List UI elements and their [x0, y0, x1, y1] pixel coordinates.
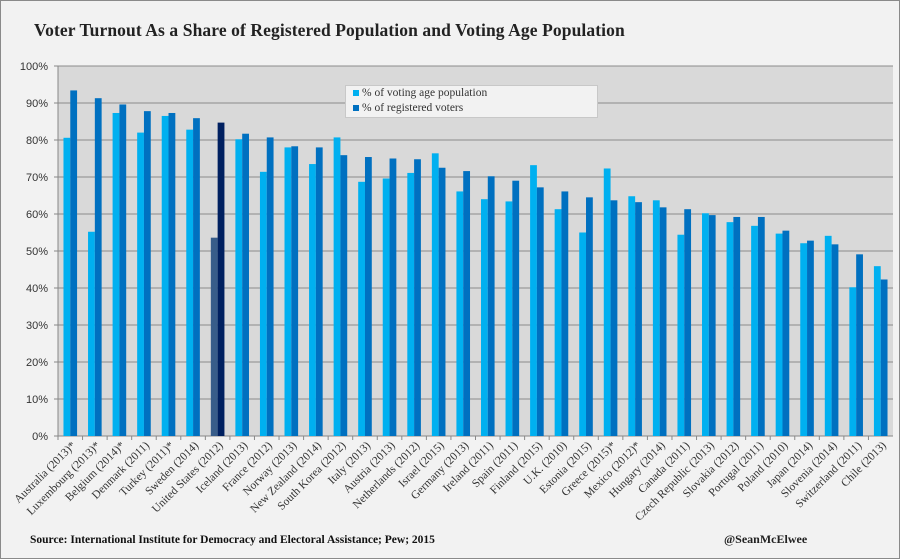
bar-voting-age	[579, 232, 587, 436]
y-tick-label: 30%	[26, 320, 48, 332]
bar-voting-age	[702, 213, 709, 436]
y-tick-label: 100%	[20, 61, 48, 73]
bar-registered	[414, 159, 421, 437]
bar-registered	[143, 111, 151, 436]
bar-registered	[610, 200, 618, 436]
bar-voting-age	[382, 178, 390, 437]
bar-voting-age	[333, 137, 341, 436]
y-tick-label: 10%	[26, 394, 48, 406]
bar-voting-age	[112, 112, 120, 437]
legend-item-registered: % of registered voters	[353, 102, 463, 114]
bar-voting-age	[137, 132, 144, 436]
bar-voting-age	[456, 191, 464, 436]
bar-voting-age	[284, 147, 292, 436]
y-tick-label: 60%	[26, 209, 48, 221]
y-tick-label: 40%	[26, 283, 48, 295]
bar-registered	[880, 279, 888, 436]
y-tick-label: 80%	[26, 135, 48, 147]
bar-registered	[512, 180, 520, 436]
bar-registered	[807, 240, 814, 436]
bar-voting-age	[210, 237, 218, 436]
bar-registered	[463, 171, 471, 436]
legend: % of voting age population % of register…	[345, 85, 598, 118]
y-tick-label: 50%	[26, 246, 48, 258]
bar-registered	[659, 207, 667, 436]
legend-label: % of voting age population	[362, 87, 488, 99]
bar-registered	[364, 157, 372, 436]
bar-voting-age	[63, 137, 71, 436]
bar-registered	[782, 230, 790, 436]
bar-registered	[536, 187, 544, 436]
bar-registered	[757, 216, 765, 436]
bar-registered	[389, 158, 397, 436]
bar-voting-age	[186, 129, 194, 436]
bar-voting-age	[480, 199, 488, 436]
bar-registered	[168, 112, 176, 437]
bar-voting-age	[677, 234, 685, 436]
bar-registered	[242, 133, 249, 436]
bar-registered	[94, 98, 102, 436]
bar-registered	[684, 209, 692, 436]
bar-voting-age	[259, 171, 267, 436]
legend-swatch-light	[353, 90, 359, 96]
bar-voting-age	[358, 181, 365, 436]
legend-label: % of registered voters	[362, 102, 464, 114]
bar-registered	[856, 254, 863, 436]
bar-registered	[193, 118, 200, 437]
bar-registered	[586, 197, 593, 436]
bar-registered	[315, 147, 323, 436]
legend-swatch-dark	[353, 105, 359, 111]
bar-registered	[635, 202, 642, 436]
bar-voting-age	[309, 164, 316, 437]
bar-voting-age	[775, 233, 783, 436]
bar-registered	[708, 215, 716, 436]
bar-voting-age	[530, 165, 537, 436]
bar-voting-age	[554, 209, 562, 436]
bar-voting-age	[873, 266, 881, 436]
y-tick-label: 70%	[26, 172, 48, 184]
bar-registered	[266, 137, 274, 436]
bar-voting-age	[603, 168, 611, 437]
bar-registered	[340, 155, 348, 437]
bar-voting-age	[88, 231, 95, 436]
legend-item-voting-age: % of voting age population	[353, 87, 487, 99]
author-credit: @SeanMcElwee	[724, 532, 808, 546]
bar-registered	[831, 244, 839, 436]
bar-voting-age	[751, 225, 758, 436]
bar-registered	[291, 146, 299, 437]
y-tick-label: 90%	[26, 98, 48, 110]
bar-voting-age	[800, 243, 808, 436]
bar-voting-age	[726, 222, 734, 436]
bar-voting-age	[407, 172, 415, 436]
bar-registered	[733, 216, 741, 436]
bar-voting-age	[431, 153, 439, 436]
bar-voting-age	[652, 200, 660, 436]
bar-voting-age	[161, 115, 169, 436]
bar-voting-age	[824, 235, 832, 436]
bar-voting-age	[235, 139, 243, 436]
y-tick-label: 0%	[32, 431, 48, 443]
bar-voting-age	[849, 287, 857, 436]
bar-voting-age	[628, 196, 636, 436]
bar-registered	[438, 167, 446, 436]
bar-registered	[561, 191, 569, 436]
y-tick-label: 20%	[26, 357, 48, 369]
bar-voting-age	[505, 201, 513, 436]
source-note: Source: International Institute for Demo…	[30, 534, 435, 546]
bar-registered	[217, 122, 225, 437]
bar-registered	[70, 90, 78, 437]
bar-registered	[119, 104, 127, 436]
chart-title: Voter Turnout As a Share of Registered P…	[34, 20, 625, 40]
bar-registered	[487, 176, 495, 436]
